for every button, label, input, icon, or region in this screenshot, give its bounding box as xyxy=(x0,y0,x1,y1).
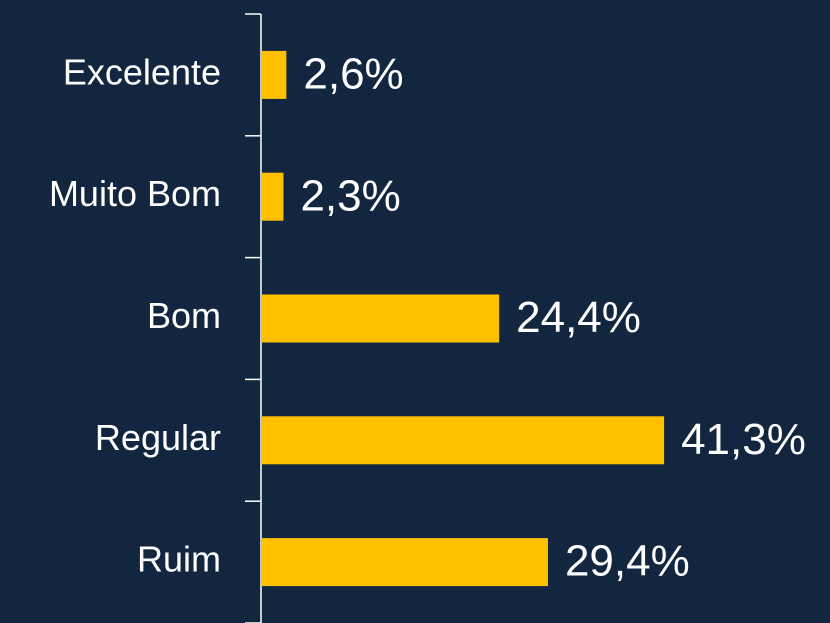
value-label: 2,3% xyxy=(300,171,400,220)
value-label: 29,4% xyxy=(565,537,690,586)
category-label: Ruim xyxy=(137,539,221,580)
bar xyxy=(261,538,548,587)
bar xyxy=(261,294,500,343)
value-label: 2,6% xyxy=(303,50,403,99)
value-label: 41,3% xyxy=(681,415,806,464)
bar xyxy=(261,172,284,221)
category-label: Regular xyxy=(95,417,221,458)
category-label: Muito Bom xyxy=(49,173,221,214)
category-label: Bom xyxy=(147,295,221,336)
bar xyxy=(261,50,287,99)
value-label: 24,4% xyxy=(516,293,641,342)
category-label: Excelente xyxy=(63,51,221,92)
bar xyxy=(261,416,665,465)
